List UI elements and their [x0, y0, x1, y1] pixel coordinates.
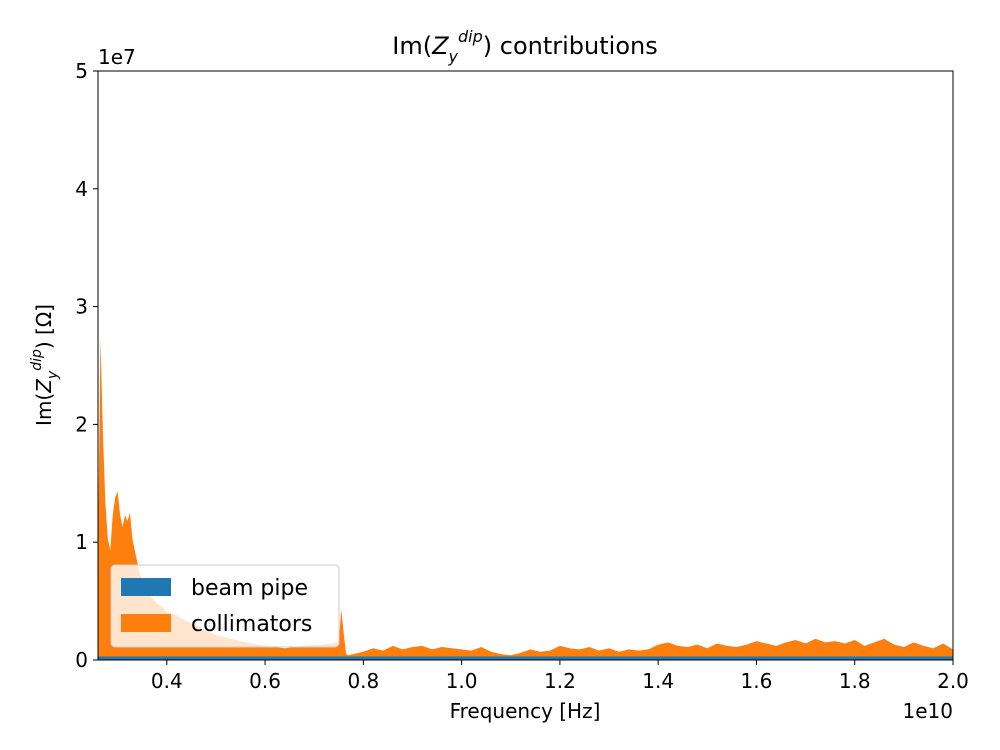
- y-tick-label: 0: [75, 648, 88, 672]
- x-tick-label: 1.4: [642, 669, 674, 693]
- x-tick-label: 1.8: [839, 669, 871, 693]
- y-offset-label: 1e7: [98, 45, 136, 69]
- plot-frame: [97, 70, 954, 661]
- title-suffix: ) contributions: [483, 32, 658, 60]
- x-tick-label: 0.6: [249, 669, 281, 693]
- legend: beam pipe collimators: [110, 564, 340, 648]
- legend-label-beam-pipe: beam pipe: [191, 576, 308, 601]
- x-tick-label: 1.2: [544, 669, 576, 693]
- y-tick-label: 3: [75, 295, 88, 319]
- y-tick-label: 2: [75, 412, 88, 436]
- y-axis: 0 1 2 3 4 5: [75, 59, 98, 672]
- y-tick-label: 5: [75, 59, 88, 83]
- x-tick-label: 0.8: [347, 669, 379, 693]
- area-beam-pipe: [98, 656, 953, 660]
- ylabel-sub: y: [45, 370, 61, 380]
- title-prefix: Im(: [392, 32, 432, 60]
- x-axis: 0.4 0.6 0.8 1.0 1.2 1.4 1.6 1.8 2.0: [151, 660, 969, 693]
- x-axis-label: Frequency [Hz]: [450, 699, 601, 723]
- legend-swatch-beam-pipe: [121, 578, 171, 596]
- y-axis-label: Im(Zydip) [Ω]: [29, 304, 61, 426]
- x-offset-label: 1e10: [903, 699, 953, 723]
- x-tick-label: 0.4: [151, 669, 183, 693]
- legend-label-collimators: collimators: [191, 612, 312, 637]
- ylabel-sup: dip: [29, 349, 45, 371]
- x-tick-label: 2.0: [937, 669, 969, 693]
- ylabel-suffix: ) [Ω]: [32, 304, 56, 349]
- legend-swatch-collimators: [121, 614, 171, 632]
- y-tick-label: 4: [75, 177, 88, 201]
- x-tick-label: 1.0: [446, 669, 478, 693]
- chart-title: Im(Zydip) contributions: [392, 27, 657, 66]
- title-symbol: Z: [431, 32, 449, 60]
- ylabel-symbol: Z: [32, 378, 56, 394]
- x-tick-label: 1.6: [741, 669, 773, 693]
- y-tick-label: 1: [75, 530, 88, 554]
- title-sub: y: [448, 47, 459, 66]
- ylabel-prefix: Im(: [32, 393, 56, 426]
- title-sup: dip: [458, 27, 483, 46]
